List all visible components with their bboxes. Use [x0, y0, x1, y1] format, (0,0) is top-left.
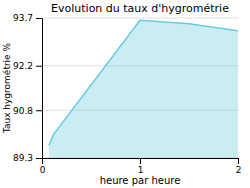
tick-label: 2: [236, 165, 242, 175]
tick-label: 93.7: [13, 13, 33, 23]
y-axis-title: Taux hygrométrie %: [2, 42, 12, 134]
tick: 93.7: [13, 13, 42, 23]
tick-label: 1: [138, 165, 144, 175]
tick-label: 90.8: [13, 106, 33, 116]
tick: 1: [138, 158, 144, 175]
tick-mark: [36, 18, 42, 19]
axis-line: [43, 159, 239, 165]
tick: 90.8: [13, 106, 42, 116]
axis-line: [36, 19, 43, 159]
tick: 92.2: [13, 61, 42, 71]
chart: 0 1 2 89.3 90.8 92.2 93.7 Evolution du taux d'h…: [0, 0, 250, 188]
tick: 89.3: [13, 153, 42, 163]
x-axis: 0 1 2: [40, 158, 242, 175]
area: [49, 20, 238, 158]
y-axis: 89.3 90.8 92.2 93.7: [13, 13, 43, 163]
x-axis-title: heure par heure: [100, 175, 181, 186]
tick: 0: [40, 158, 46, 175]
tick-label: 89.3: [13, 153, 33, 163]
grid: [42, 18, 238, 158]
tick-mark: [36, 158, 42, 159]
tick-mark: [140, 158, 141, 164]
tick-label: 92.2: [13, 61, 33, 71]
title: Evolution du taux d'hygrométrie: [51, 2, 229, 15]
grid-line: [42, 18, 238, 19]
marks: [49, 20, 238, 158]
tick-label: 0: [40, 165, 46, 175]
line: [49, 20, 238, 145]
tick: 2: [236, 158, 242, 175]
tick-mark: [36, 110, 42, 111]
plot: 0 1 2 89.3 90.8 92.2 93.7: [13, 13, 241, 175]
tick-mark: [238, 158, 239, 164]
tick-mark: [36, 66, 42, 67]
